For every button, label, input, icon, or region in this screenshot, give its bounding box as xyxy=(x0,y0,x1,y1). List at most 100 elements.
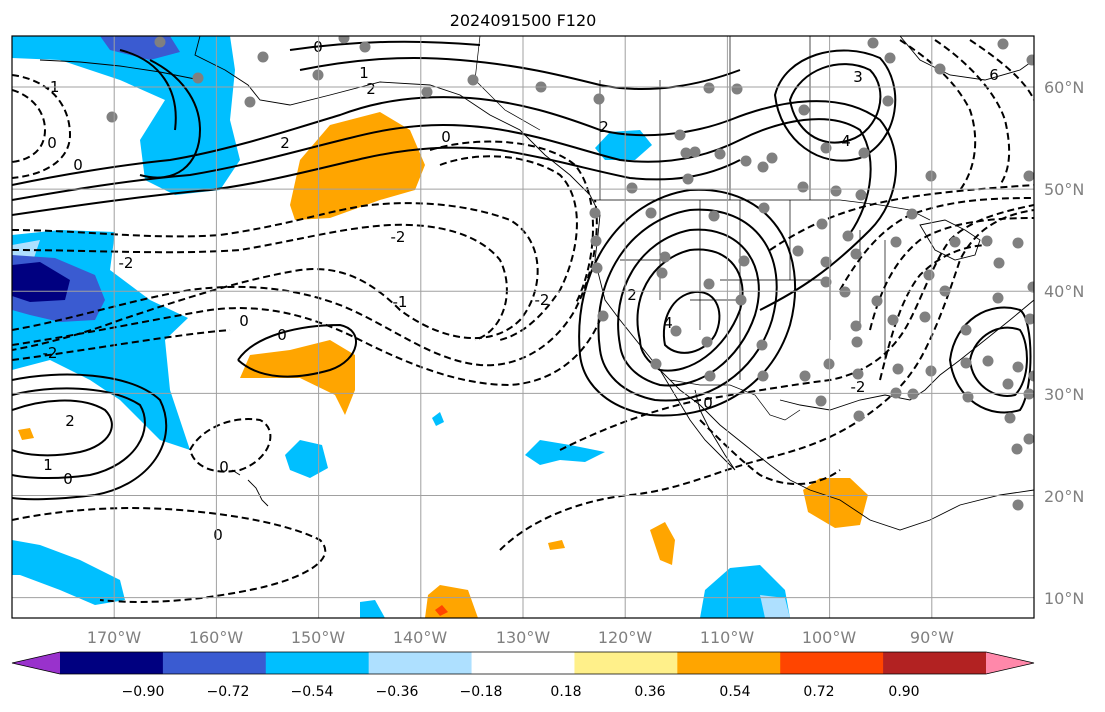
station-point xyxy=(993,257,1005,269)
station-point xyxy=(1023,388,1034,400)
contour-label: -2 xyxy=(391,228,406,246)
lon-tick-label: 90°W xyxy=(910,628,954,647)
station-point xyxy=(1027,281,1034,293)
colorbar-tick-labels: −0.90 −0.72 −0.54 −0.36 −0.18 0.18 0.36 … xyxy=(122,684,920,700)
alaska-coast xyxy=(194,36,1034,531)
station-point xyxy=(670,325,682,337)
colorbar-tick-label: 0.54 xyxy=(719,684,750,700)
station-point xyxy=(962,391,974,403)
station-point xyxy=(820,276,832,288)
station-point xyxy=(1012,361,1024,373)
contour-neg-pac-4 xyxy=(12,307,601,387)
colorbar-tick-label: 0.36 xyxy=(634,684,665,700)
colorbar-outline xyxy=(11,651,1035,675)
colorbar-tick-label: 0.18 xyxy=(550,684,581,700)
contour-label: 0 xyxy=(313,38,323,56)
longitude-ticks: 170°W 160°W 150°W 140°W 130°W 120°W 110°… xyxy=(87,628,954,647)
colorbar-tick-label: −0.90 xyxy=(122,684,165,700)
lon-tick-label: 120°W xyxy=(598,628,653,647)
contour-label: -2 xyxy=(43,344,58,362)
map-title: 2024091500 F120 xyxy=(450,11,597,30)
coastlines xyxy=(39,36,1034,531)
colorbar-segment xyxy=(677,652,781,674)
station-point xyxy=(731,83,743,95)
shade-central-pacific-purple xyxy=(12,262,70,302)
colorbar-segment xyxy=(368,652,473,674)
contour-neg-ne-1 xyxy=(899,39,977,191)
contour-label: 0 xyxy=(219,458,229,476)
shade-small-blue-south xyxy=(360,600,385,618)
shade-sw-blue xyxy=(12,540,125,605)
colorbar-extend-low xyxy=(12,652,60,674)
station-point xyxy=(680,147,692,159)
station-point xyxy=(106,111,118,123)
contour-pos-sw-3 xyxy=(12,373,168,501)
station-point xyxy=(949,236,961,248)
shade-subtropical-orange xyxy=(240,340,355,415)
contour-label: 2 xyxy=(280,134,290,152)
station-point xyxy=(656,267,668,279)
station-point xyxy=(689,146,701,158)
station-point xyxy=(884,52,896,64)
station-point xyxy=(997,38,1009,50)
station-point xyxy=(830,185,842,197)
shade-bc-blue xyxy=(595,130,652,160)
station-point xyxy=(1002,378,1014,390)
lat-tick-label: 40°N xyxy=(1044,282,1084,301)
station-points xyxy=(106,36,1034,511)
station-point xyxy=(919,311,931,323)
station-point xyxy=(244,96,256,108)
contour-neg-pac-3 xyxy=(12,199,598,367)
shade-small-orange xyxy=(548,540,565,550)
contour-label: -2 xyxy=(535,291,550,309)
contour-pos-sw-low-3 xyxy=(597,208,778,402)
station-point xyxy=(823,358,835,370)
station-point xyxy=(960,324,972,336)
station-point xyxy=(925,365,937,377)
shade-west-orange xyxy=(18,428,34,440)
station-point xyxy=(867,37,879,49)
shade-south-red xyxy=(435,605,448,616)
station-point xyxy=(703,82,715,94)
contour-neg-tropic-1 xyxy=(12,507,327,603)
map-frame xyxy=(11,35,1035,619)
station-point xyxy=(820,142,832,154)
station-point xyxy=(934,63,946,75)
station-point xyxy=(589,207,601,219)
contour-neg-pac-6 xyxy=(439,155,578,341)
station-point xyxy=(650,358,662,370)
station-point xyxy=(855,189,867,201)
contour-label: -2 xyxy=(851,378,866,396)
contour-pos-northpac-1 xyxy=(12,96,897,311)
contour-label: 0 xyxy=(277,326,287,344)
contour-label: 3 xyxy=(853,68,863,86)
station-point xyxy=(887,314,899,326)
colorbar-segment xyxy=(471,652,575,674)
station-point xyxy=(1028,370,1034,382)
shade-tropical-orange xyxy=(650,522,675,565)
lon-tick-label: 100°W xyxy=(802,628,857,647)
shaded-anomaly-regions xyxy=(12,36,868,618)
lat-tick-label: 50°N xyxy=(1044,180,1084,199)
latitude-ticks: 60°N 50°N 40°N 30°N 20°N 10°N xyxy=(1044,78,1084,608)
contour-pos-bering xyxy=(119,49,202,179)
station-point xyxy=(312,69,324,81)
contour-label: 1 xyxy=(43,456,53,474)
station-point xyxy=(853,410,865,422)
shade-gulf-alaska-orange xyxy=(290,112,425,220)
station-point xyxy=(1026,54,1034,66)
contour-label: 0 xyxy=(213,526,223,544)
contour-label: 2 xyxy=(65,412,75,430)
station-point xyxy=(701,336,713,348)
station-point xyxy=(682,173,694,185)
station-point xyxy=(852,368,864,380)
station-point xyxy=(421,86,433,98)
station-point xyxy=(659,251,671,263)
station-point xyxy=(925,170,937,182)
colorbar-tick-label: −0.72 xyxy=(207,684,250,700)
colorbar-extend-high xyxy=(986,652,1034,674)
contour-neg-pac-1 xyxy=(12,202,539,351)
contour-pos-high-2 xyxy=(773,49,897,162)
station-point xyxy=(907,388,919,400)
contour-pos-northpac-2 xyxy=(12,118,872,241)
